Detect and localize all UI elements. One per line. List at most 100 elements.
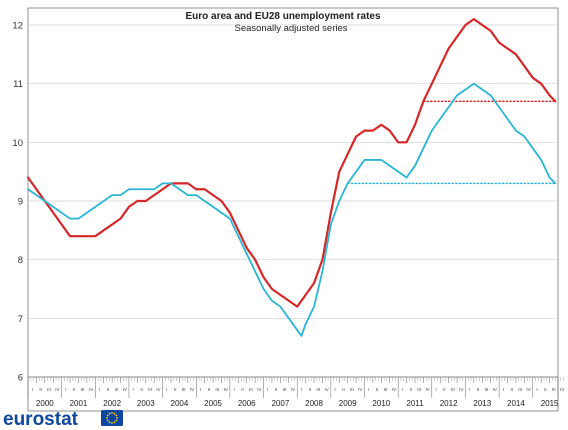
x-quarter-label: IV <box>55 387 59 392</box>
eurostat-logo: eurostat <box>3 409 123 430</box>
x-year-label: 2006 <box>238 399 256 408</box>
x-quarter-label: III <box>249 387 253 392</box>
logo-wordmark: eurostat <box>3 409 79 430</box>
x-quarter-label: I <box>99 387 100 392</box>
series-line-red <box>26 18 557 308</box>
x-quarter-label: IV <box>358 387 362 392</box>
flag-star <box>108 412 111 415</box>
x-quarter-label: IV <box>89 387 93 392</box>
x-quarter-label: I <box>133 387 134 392</box>
eu-flag-icon <box>101 410 123 426</box>
x-quarter-label: IV <box>526 387 530 392</box>
x-year-label: 2005 <box>204 399 222 408</box>
chart-title: Euro area and EU28 unemployment rates <box>185 11 381 22</box>
x-quarter-label: III <box>81 387 85 392</box>
x-quarter-label: I <box>503 387 504 392</box>
x-quarter-label: IV <box>291 387 295 392</box>
x-quarter-label: I <box>32 387 33 392</box>
x-year-label: 2003 <box>137 399 155 408</box>
x-year-label: 2009 <box>339 399 357 408</box>
x-year-label: 2002 <box>103 399 121 408</box>
x-quarter-label: III <box>518 387 522 392</box>
flag-star <box>106 417 108 419</box>
grid-lines <box>28 24 558 378</box>
flag-star <box>106 414 109 417</box>
x-quarter-label: III <box>316 387 320 392</box>
x-year-label: 2004 <box>171 399 189 408</box>
flag-star <box>115 414 118 417</box>
x-quarter-label: I <box>536 387 537 392</box>
plot-area-frame <box>27 7 559 378</box>
flag-star <box>116 417 118 419</box>
x-quarter-label: I <box>200 387 201 392</box>
x-quarter-label: II <box>39 387 42 392</box>
x-quarter-label: III <box>47 387 51 392</box>
x-quarter-label: I <box>334 387 335 392</box>
x-quarter-label: I <box>301 387 302 392</box>
x-year-label: 2008 <box>305 399 323 408</box>
x-quarter-label: II <box>510 387 513 392</box>
x-quarter-label: II <box>208 387 211 392</box>
x-quarter-label: III <box>552 387 556 392</box>
reference-lines <box>346 100 556 185</box>
y-tick-label: 9 <box>18 197 23 208</box>
x-quarter-label: II <box>174 387 177 392</box>
x-year-label: 2013 <box>473 399 491 408</box>
x-year-label: 2011 <box>406 399 424 408</box>
x-quarter-label: III <box>350 387 354 392</box>
x-quarter-label: I <box>469 387 470 392</box>
flag-star <box>106 419 109 422</box>
x-quarter-label: I <box>267 387 268 392</box>
x-quarter-label: III <box>485 387 489 392</box>
y-tick-label: 7 <box>18 314 23 325</box>
x-quarter-label: I <box>402 387 403 392</box>
x-quarter-label: II <box>477 387 480 392</box>
flag-star <box>111 412 113 414</box>
x-quarter-label: II <box>73 387 76 392</box>
x-year-label: 2015 <box>541 399 559 408</box>
y-axis: 6 7 8 9 10 11 12 <box>12 21 23 384</box>
x-quarter-label: II <box>140 387 143 392</box>
x-quarter-label: I <box>368 387 369 392</box>
x-quarter-label: I <box>65 387 66 392</box>
x-quarter-label: III <box>215 387 219 392</box>
x-year-label: 2012 <box>440 399 458 408</box>
x-quarter-label: I <box>233 387 234 392</box>
x-quarter-label: IV <box>392 387 396 392</box>
x-quarter-label: I <box>166 387 167 392</box>
x-quarter-label: IV <box>224 387 228 392</box>
x-quarter-label: II <box>376 387 379 392</box>
x-quarter-label: IV <box>325 387 329 392</box>
x-quarter-label: I <box>435 387 436 392</box>
x-quarter-label: IV <box>425 387 429 392</box>
x-year-label: 2007 <box>271 399 289 408</box>
x-year-label: 2010 <box>372 399 390 408</box>
x-quarter-label: II <box>342 387 345 392</box>
x-quarter-label: II <box>107 387 110 392</box>
flag-star <box>113 412 116 415</box>
flag-star <box>108 421 111 424</box>
x-quarter-label: III <box>182 387 186 392</box>
x-quarter-label: III <box>114 387 118 392</box>
flag-star <box>115 419 118 422</box>
x-year-label: 2001 <box>70 399 88 408</box>
y-tick-label: 12 <box>12 21 23 32</box>
flag-star <box>111 422 113 424</box>
x-quarter-label: II <box>241 387 244 392</box>
chart-subtitle: Seasonally adjusted series <box>234 23 347 34</box>
y-tick-label: 6 <box>18 373 23 384</box>
x-year-label: 2000 <box>36 399 54 408</box>
y-tick-label: 8 <box>18 255 23 266</box>
series-line-blue <box>27 82 557 337</box>
x-quarter-label: III <box>283 387 287 392</box>
x-year-label: 2014 <box>507 399 525 408</box>
x-quarter-label: III <box>384 387 388 392</box>
y-tick-label: 11 <box>13 79 23 90</box>
flag-star <box>113 421 116 424</box>
x-quarter-label: IV <box>190 387 194 392</box>
x-quarter-label: III <box>417 387 421 392</box>
x-quarter-label: II <box>443 387 446 392</box>
series-lines <box>26 18 557 337</box>
